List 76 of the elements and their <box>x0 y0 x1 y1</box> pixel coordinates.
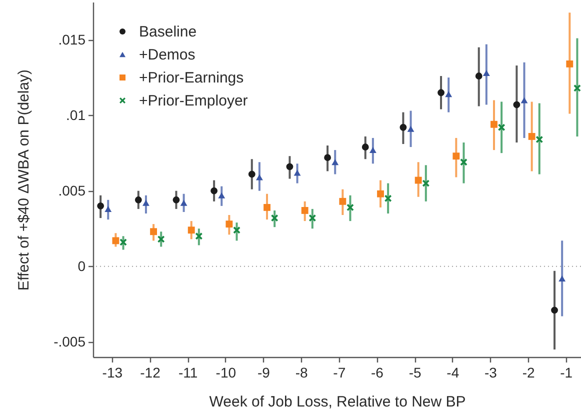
x-tick-label: -4 <box>446 364 460 380</box>
point <box>536 136 543 143</box>
point <box>400 124 407 131</box>
point <box>218 192 226 198</box>
point <box>150 228 157 236</box>
point <box>188 226 195 234</box>
y-axis-title: Effect of +$40 ΔWBA on P(delay) <box>16 69 33 291</box>
point <box>226 220 233 228</box>
point <box>574 84 581 92</box>
point <box>308 214 316 222</box>
point <box>210 187 218 194</box>
x-tick-label: -5 <box>408 364 422 380</box>
x-tick-label: -13 <box>102 364 123 380</box>
point <box>112 237 120 244</box>
point <box>233 226 240 234</box>
x-tick-label: -10 <box>216 364 236 380</box>
legend-label: +Prior-Earnings <box>139 70 244 86</box>
y-tick-label: .015 <box>58 31 86 48</box>
point <box>271 214 278 222</box>
x-tick-label: -11 <box>178 364 198 380</box>
x-tick-label: -6 <box>370 364 384 380</box>
point <box>475 72 482 80</box>
point <box>362 144 369 150</box>
x-tick-label: -1 <box>560 364 573 380</box>
point <box>134 196 142 204</box>
x-tick-label: -2 <box>522 364 535 380</box>
x-tick-label: -3 <box>484 364 498 380</box>
point <box>301 207 308 214</box>
point <box>332 159 339 166</box>
point <box>407 126 414 132</box>
x-tick-label: -8 <box>295 364 308 380</box>
point <box>498 124 506 131</box>
y-tick-label: .01 <box>66 106 86 123</box>
point <box>339 198 346 205</box>
point <box>520 97 528 104</box>
point <box>195 232 202 240</box>
point <box>528 132 536 140</box>
point <box>558 275 566 282</box>
y-tick-label: 0 <box>78 258 86 274</box>
y-tick-label: .005 <box>58 182 86 198</box>
legend-label: +Prior-Employer <box>139 92 248 110</box>
point <box>452 152 460 160</box>
point <box>377 190 384 198</box>
x-tick-label: -12 <box>140 364 161 380</box>
point <box>324 154 332 162</box>
point <box>248 170 256 178</box>
point <box>104 206 112 212</box>
point <box>142 200 150 206</box>
point <box>180 200 188 206</box>
point <box>158 236 165 243</box>
point <box>286 163 294 170</box>
point <box>369 147 376 154</box>
point <box>294 170 301 176</box>
point <box>97 202 104 210</box>
point <box>120 238 127 246</box>
point <box>256 174 263 180</box>
point <box>346 204 354 211</box>
point <box>422 180 430 187</box>
point <box>513 101 520 108</box>
point <box>438 89 444 96</box>
point <box>551 306 558 314</box>
x-axis-title: Week of Job Loss, Relative to New BP <box>209 394 466 410</box>
point <box>172 196 180 204</box>
point <box>264 204 270 211</box>
point <box>445 91 452 98</box>
x-tick-label: -9 <box>258 364 270 380</box>
point <box>490 120 498 128</box>
point <box>384 194 392 202</box>
legend-label: +Demos <box>139 46 196 64</box>
legend-label: Baseline <box>139 24 197 40</box>
point <box>414 176 422 184</box>
x-tick-label: -7 <box>333 364 346 380</box>
point <box>566 60 574 68</box>
y-tick-label: -.005 <box>54 333 86 350</box>
point <box>460 158 468 166</box>
point <box>482 70 490 76</box>
